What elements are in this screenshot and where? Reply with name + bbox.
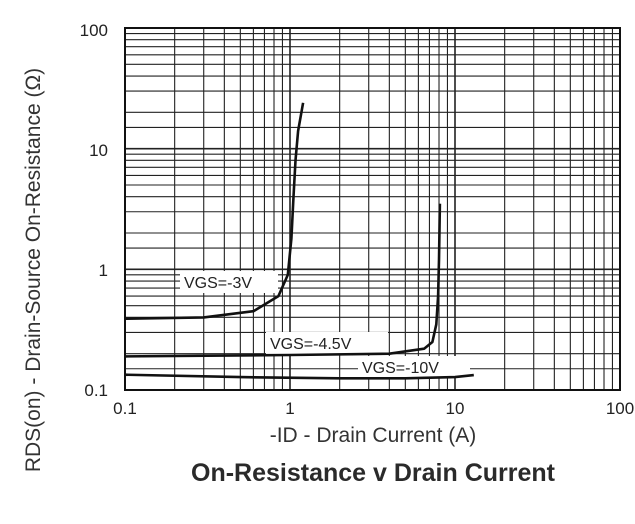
plot-frame bbox=[124, 27, 621, 391]
series-label-backgrounds bbox=[180, 271, 470, 378]
series-line-vgs-3v bbox=[124, 102, 305, 320]
y-tick-label-0: 0.1 bbox=[84, 381, 108, 400]
y-tick-label-3: 100 bbox=[80, 21, 108, 40]
label-bg-vgs-3v bbox=[180, 271, 278, 293]
series-label-vgs-4-5v: VGS=-4.5V bbox=[270, 336, 352, 353]
x-tick-label-0: 0.1 bbox=[113, 399, 137, 418]
series-line-vgs-10v bbox=[124, 373, 474, 380]
chart-title: On-Resistance v Drain Current bbox=[191, 459, 556, 487]
label-bg-vgs-4-5v bbox=[266, 332, 388, 354]
series-label-vgs-10v: VGS=-10V bbox=[362, 360, 439, 377]
x-tick-label-1: 1 bbox=[285, 399, 294, 418]
series-line-vgs-4-5v bbox=[124, 203, 442, 358]
x-axis-ticks: 0.1 1 10 100 bbox=[113, 399, 634, 418]
y-tick-label-1: 1 bbox=[99, 261, 108, 280]
plot-grid bbox=[124, 28, 620, 391]
x-tick-label-3: 100 bbox=[606, 399, 634, 418]
series-label-vgs-3v: VGS=-3V bbox=[184, 275, 252, 292]
y-axis-label: RDS(on) - Drain-Source On-Resistance (Ω) bbox=[22, 68, 45, 472]
x-axis-label: -ID - Drain Current (A) bbox=[270, 424, 477, 447]
x-tick-label-2: 10 bbox=[446, 399, 465, 418]
series-lines bbox=[124, 102, 474, 380]
label-bg-vgs-10v bbox=[358, 356, 470, 378]
y-tick-label-2: 10 bbox=[89, 141, 108, 160]
y-axis-ticks: 0.1 1 10 100 bbox=[80, 21, 108, 400]
